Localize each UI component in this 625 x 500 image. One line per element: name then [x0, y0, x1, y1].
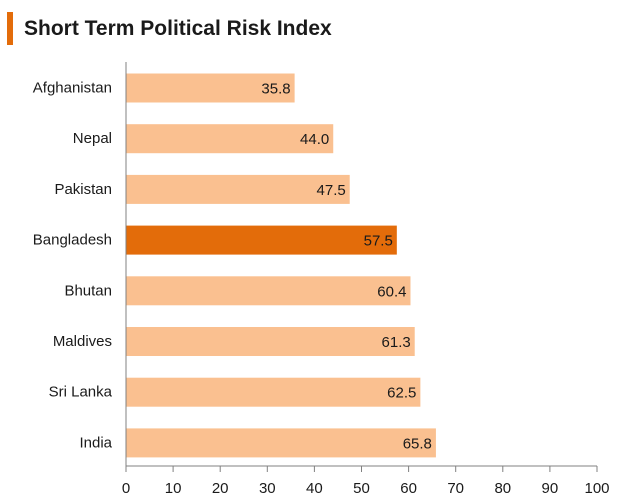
labels-layer: Afghanistan 35.8 Nepal 44.0 Pakistan 47.5 Bang…: [33, 80, 432, 453]
x-tick-label-0: 0: [122, 480, 130, 497]
x-tick-label-70: 70: [447, 480, 464, 497]
bar-maldives: [126, 327, 415, 356]
category-label-bangladesh: Bangladesh: [33, 232, 112, 249]
data-label-sri-lanka: 62.5: [387, 385, 416, 402]
bar-bhutan: [126, 276, 411, 306]
data-label-maldives: 61.3: [382, 334, 411, 351]
category-label-maldives: Maldives: [53, 333, 112, 350]
category-label-sri-lanka: Sri Lanka: [49, 384, 113, 401]
x-tick-label-40: 40: [306, 480, 323, 497]
axis-layer: 0 10 20 30 40 50 60 70 80 90 100: [122, 62, 610, 497]
x-tick-label-100: 100: [584, 480, 609, 497]
bar-afghanistan: [126, 73, 295, 103]
bar-sri-lanka: [126, 377, 421, 407]
category-label-bhutan: Bhutan: [64, 282, 112, 299]
x-tick-label-30: 30: [259, 480, 276, 497]
x-tick-label-20: 20: [212, 480, 229, 497]
category-label-pakistan: Pakistan: [54, 181, 112, 198]
x-tick-label-80: 80: [494, 480, 511, 497]
x-tick-label-90: 90: [542, 480, 559, 497]
chart-title: Short Term Political Risk Index: [24, 17, 332, 40]
category-label-nepal: Nepal: [73, 130, 112, 147]
data-label-india: 65.8: [403, 435, 432, 452]
bar-pakistan: [126, 174, 350, 204]
bars-layer: [126, 73, 436, 458]
title-accent-bar: [7, 12, 13, 45]
bar-bangladesh: [126, 225, 397, 255]
bar-nepal: [126, 124, 334, 154]
x-tick-label-10: 10: [165, 480, 182, 497]
data-label-bhutan: 60.4: [377, 283, 406, 300]
category-label-india: India: [79, 434, 112, 451]
data-label-nepal: 44.0: [300, 131, 329, 148]
x-tick-label-60: 60: [400, 480, 417, 497]
x-tick-label-50: 50: [353, 480, 370, 497]
category-label-afghanistan: Afghanistan: [33, 80, 112, 97]
data-label-pakistan: 47.5: [317, 182, 346, 199]
data-label-afghanistan: 35.8: [261, 81, 290, 98]
bar-india: [126, 428, 436, 458]
data-label-bangladesh: 57.5: [364, 233, 393, 250]
